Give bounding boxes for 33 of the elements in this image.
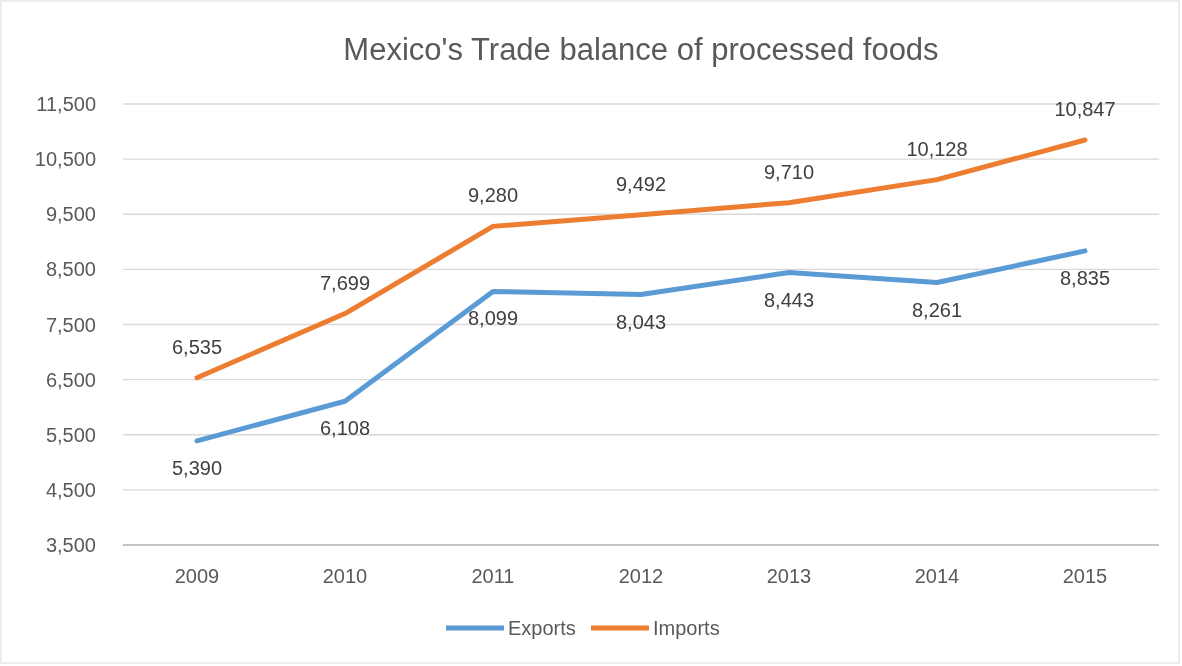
y-tick-label: 7,500 bbox=[45, 313, 96, 336]
data-label: 6,108 bbox=[319, 417, 371, 440]
y-tick-label: 8,500 bbox=[45, 258, 96, 281]
data-label: 9,492 bbox=[615, 172, 667, 195]
x-tick-label: 2010 bbox=[322, 565, 368, 587]
data-label: 8,443 bbox=[763, 288, 815, 311]
data-label: 8,835 bbox=[1059, 266, 1111, 289]
data-label: 7,699 bbox=[319, 271, 371, 294]
x-tick-label: 2011 bbox=[471, 565, 515, 587]
data-label: 5,390 bbox=[171, 456, 223, 479]
data-label: 6,535 bbox=[171, 335, 223, 358]
y-tick-label: 9,500 bbox=[45, 203, 96, 226]
y-tick-label: 10,500 bbox=[34, 148, 96, 171]
x-tick-label: 2015 bbox=[1062, 565, 1108, 587]
legend-label: Imports bbox=[653, 617, 720, 639]
data-label: 9,280 bbox=[467, 184, 519, 207]
x-tick-label: 2014 bbox=[914, 565, 960, 587]
data-label: 9,710 bbox=[763, 160, 815, 183]
x-tick-label: 2012 bbox=[618, 565, 664, 587]
data-label: 8,099 bbox=[467, 307, 519, 330]
y-tick-label: 4,500 bbox=[45, 478, 96, 501]
x-tick-label: 2009 bbox=[174, 565, 220, 587]
y-tick-label: 11,500 bbox=[36, 93, 96, 115]
y-tick-label: 3,500 bbox=[45, 534, 96, 556]
legend-label: Exports bbox=[508, 617, 576, 639]
data-label: 8,043 bbox=[615, 310, 667, 333]
data-label: 10,847 bbox=[1054, 98, 1116, 120]
data-label: 8,261 bbox=[911, 298, 963, 321]
x-tick-label: 2013 bbox=[766, 565, 812, 587]
data-label: 10,128 bbox=[906, 137, 968, 160]
chart-title: Mexico's Trade balance of processed foods bbox=[343, 32, 939, 67]
y-tick-label: 5,500 bbox=[45, 423, 96, 446]
y-tick-label: 6,500 bbox=[45, 368, 96, 391]
